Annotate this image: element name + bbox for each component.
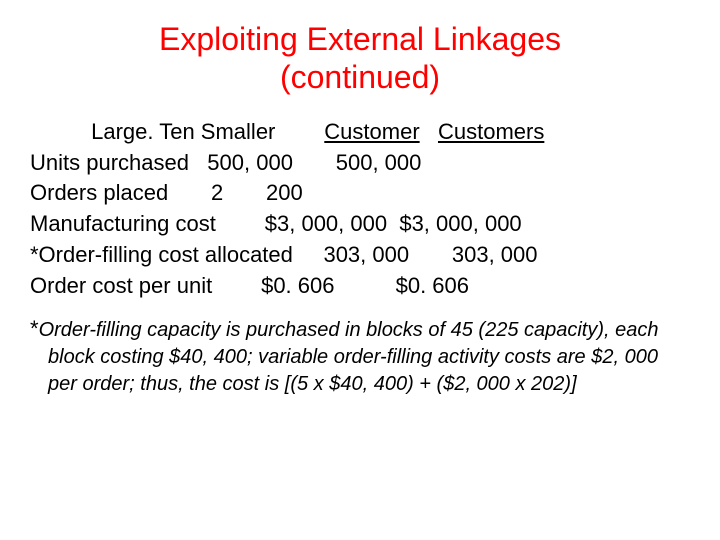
- row-mfg: Manufacturing cost $3, 000, 000 $3, 000,…: [30, 209, 690, 240]
- footnote-text: Order-filling capacity is purchased in b…: [39, 319, 659, 395]
- header-customers: Customers: [438, 119, 544, 144]
- footnote: *Order-filling capacity is purchased in …: [30, 314, 690, 398]
- row-orders: Orders placed 2 200: [30, 178, 690, 209]
- header-indent: [30, 119, 91, 144]
- header-gap: [420, 119, 438, 144]
- header-customer: Customer: [324, 119, 419, 144]
- row-perunit: Order cost per unit $0. 606 $0. 606: [30, 271, 690, 302]
- slide-body: Large. Ten Smaller Customer Customers Un…: [30, 117, 690, 302]
- row-orderfill: *Order-filling cost allocated 303, 000 3…: [30, 240, 690, 271]
- title-line-2: (continued): [280, 59, 440, 95]
- header-left: Large. Ten Smaller: [91, 119, 324, 144]
- title-line-1: Exploiting External Linkages: [159, 21, 561, 57]
- footnote-star: *: [30, 316, 39, 341]
- slide-title: Exploiting External Linkages (continued): [30, 20, 690, 97]
- header-row: Large. Ten Smaller Customer Customers: [30, 117, 690, 148]
- row-units: Units purchased 500, 000 500, 000: [30, 148, 690, 179]
